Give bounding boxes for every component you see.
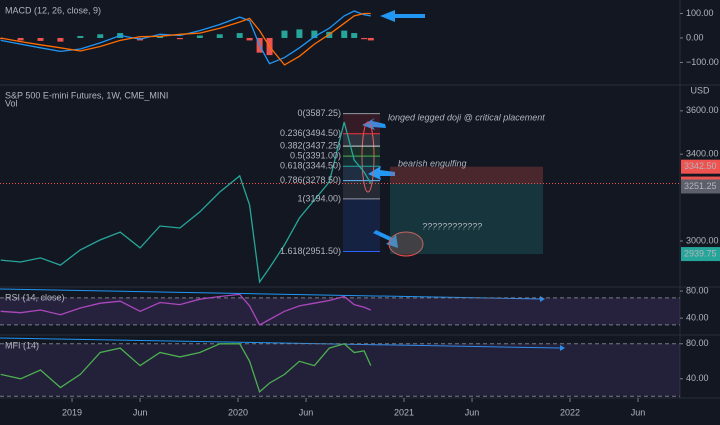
trend-arrow-head — [560, 345, 565, 351]
target-zone — [390, 183, 543, 255]
fib-label: 0.786(3278.50) — [280, 175, 341, 185]
series-line — [0, 12, 371, 66]
histogram-bar — [97, 34, 104, 38]
fib-label: 0.5(3391.00) — [290, 151, 341, 161]
histogram-bar — [77, 36, 84, 38]
y-tick-label: 40.00 — [686, 373, 709, 383]
trend-line — [0, 337, 561, 349]
histogram-bar — [17, 37, 24, 41]
histogram-bar — [246, 37, 253, 41]
fib-zone — [343, 180, 380, 199]
unit-label: USD — [690, 85, 710, 95]
panel-title: S&P 500 E-mini Futures, 1W, CME_MINI — [5, 90, 168, 100]
panel — [0, 113, 680, 284]
price-tag-label: 3251.25 — [684, 181, 717, 191]
fib-label: 1(3194.00) — [297, 193, 341, 203]
y-tick-label: 80.00 — [686, 338, 709, 348]
x-tick-label: Jun — [299, 407, 314, 417]
histogram-bar — [157, 36, 163, 38]
y-tick-label: 100.00 — [686, 8, 714, 18]
band-fill — [0, 343, 680, 397]
series-line — [0, 293, 372, 326]
annotation-arrow — [373, 230, 398, 248]
panel-title: RSI (14, close) — [5, 292, 65, 302]
panel — [0, 10, 374, 66]
histogram-bar — [196, 35, 203, 38]
annotation-arrow — [368, 166, 395, 180]
fib-label: 1.618(2951.50) — [280, 246, 341, 256]
panel-subtitle: Vol — [5, 98, 18, 108]
highlight-ellipse — [361, 121, 375, 193]
annotation-arrow — [380, 10, 425, 22]
series-line — [0, 121, 372, 284]
x-tick-label: 2022 — [560, 407, 580, 417]
histogram-bar — [311, 30, 318, 38]
y-tick-label: 0.00 — [686, 32, 704, 42]
price-tag — [681, 179, 720, 194]
panel-title: MFI (14) — [5, 340, 39, 350]
series-line — [0, 343, 372, 394]
annotation: bearish engulfing — [398, 158, 467, 168]
y-tick-label: −100.00 — [686, 57, 719, 67]
fib-label: 0.236(3494.50) — [280, 128, 341, 138]
histogram-bar — [281, 30, 288, 38]
y-tick-label: 40.00 — [686, 312, 709, 322]
highlight-ellipse — [388, 231, 424, 257]
histogram-bar — [296, 29, 303, 38]
panel-title: MACD (12, 26, close, 9) — [5, 5, 101, 15]
histogram-bar — [37, 37, 44, 41]
annotation-arrow — [362, 118, 386, 130]
annotation: longed legged doji @ critical placement — [388, 112, 545, 122]
fib-zone — [343, 156, 380, 167]
x-tick-label: 2019 — [62, 407, 82, 417]
fib-zone — [343, 198, 380, 252]
fib-zone — [343, 113, 380, 134]
price-tag-label: 3342.50 — [684, 161, 717, 171]
panel — [0, 293, 680, 326]
histogram-bar — [351, 33, 358, 38]
stop-zone — [390, 166, 543, 184]
histogram-bar — [216, 34, 223, 38]
band-fill — [0, 297, 680, 325]
price-tag — [681, 159, 720, 174]
x-tick-label: Jun — [133, 407, 148, 417]
y-tick-label: 3000.00 — [686, 235, 719, 245]
histogram-bar — [236, 33, 243, 38]
histogram-bar — [57, 37, 64, 42]
y-tick-label: 3400.00 — [686, 149, 719, 159]
histogram-bar — [361, 37, 368, 40]
y-tick-label: 80.00 — [686, 285, 709, 295]
fib-zone — [343, 133, 380, 147]
x-tick-label: 2020 — [228, 407, 248, 417]
fib-zone — [343, 146, 380, 157]
y-tick-label: 3600.00 — [686, 105, 719, 115]
panel — [0, 343, 680, 397]
histogram-bar — [367, 37, 374, 41]
histogram-bar — [176, 37, 183, 40]
histogram-bar — [341, 30, 348, 38]
price-tag — [681, 247, 720, 262]
series-line — [0, 10, 371, 65]
fib-zone — [343, 166, 380, 181]
price-tag-label: 2939.75 — [684, 248, 717, 258]
annotation: ???????????? — [422, 221, 482, 231]
fib-label: 0.382(3437.25) — [280, 141, 341, 151]
x-tick-label: Jun — [631, 407, 646, 417]
x-tick-label: 2021 — [394, 407, 414, 417]
fib-label: 0.618(3344.50) — [280, 161, 341, 171]
fib-label: 0(3587.25) — [297, 108, 341, 118]
x-tick-label: Jun — [465, 407, 480, 417]
